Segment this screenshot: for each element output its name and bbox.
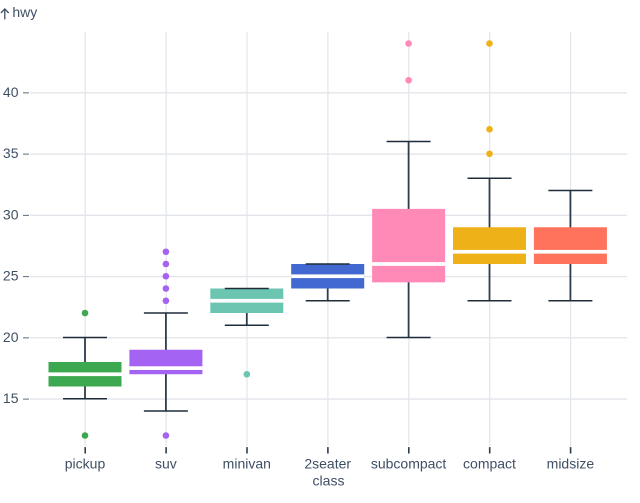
svg-text:suv: suv <box>155 456 177 472</box>
svg-text:midsize: midsize <box>547 456 595 472</box>
svg-text:pickup: pickup <box>65 456 106 472</box>
svg-text:subcompact: subcompact <box>371 456 447 472</box>
svg-text:40: 40 <box>3 84 19 100</box>
svg-text:class: class <box>313 473 345 489</box>
svg-text:2seater: 2seater <box>304 456 351 472</box>
svg-text:compact: compact <box>463 456 516 472</box>
svg-text:15: 15 <box>3 390 19 406</box>
svg-text:hwy: hwy <box>12 4 37 20</box>
svg-text:25: 25 <box>3 268 19 284</box>
svg-text:30: 30 <box>3 206 19 222</box>
svg-text:35: 35 <box>3 145 19 161</box>
svg-text:minivan: minivan <box>223 456 271 472</box>
svg-text:20: 20 <box>3 329 19 345</box>
